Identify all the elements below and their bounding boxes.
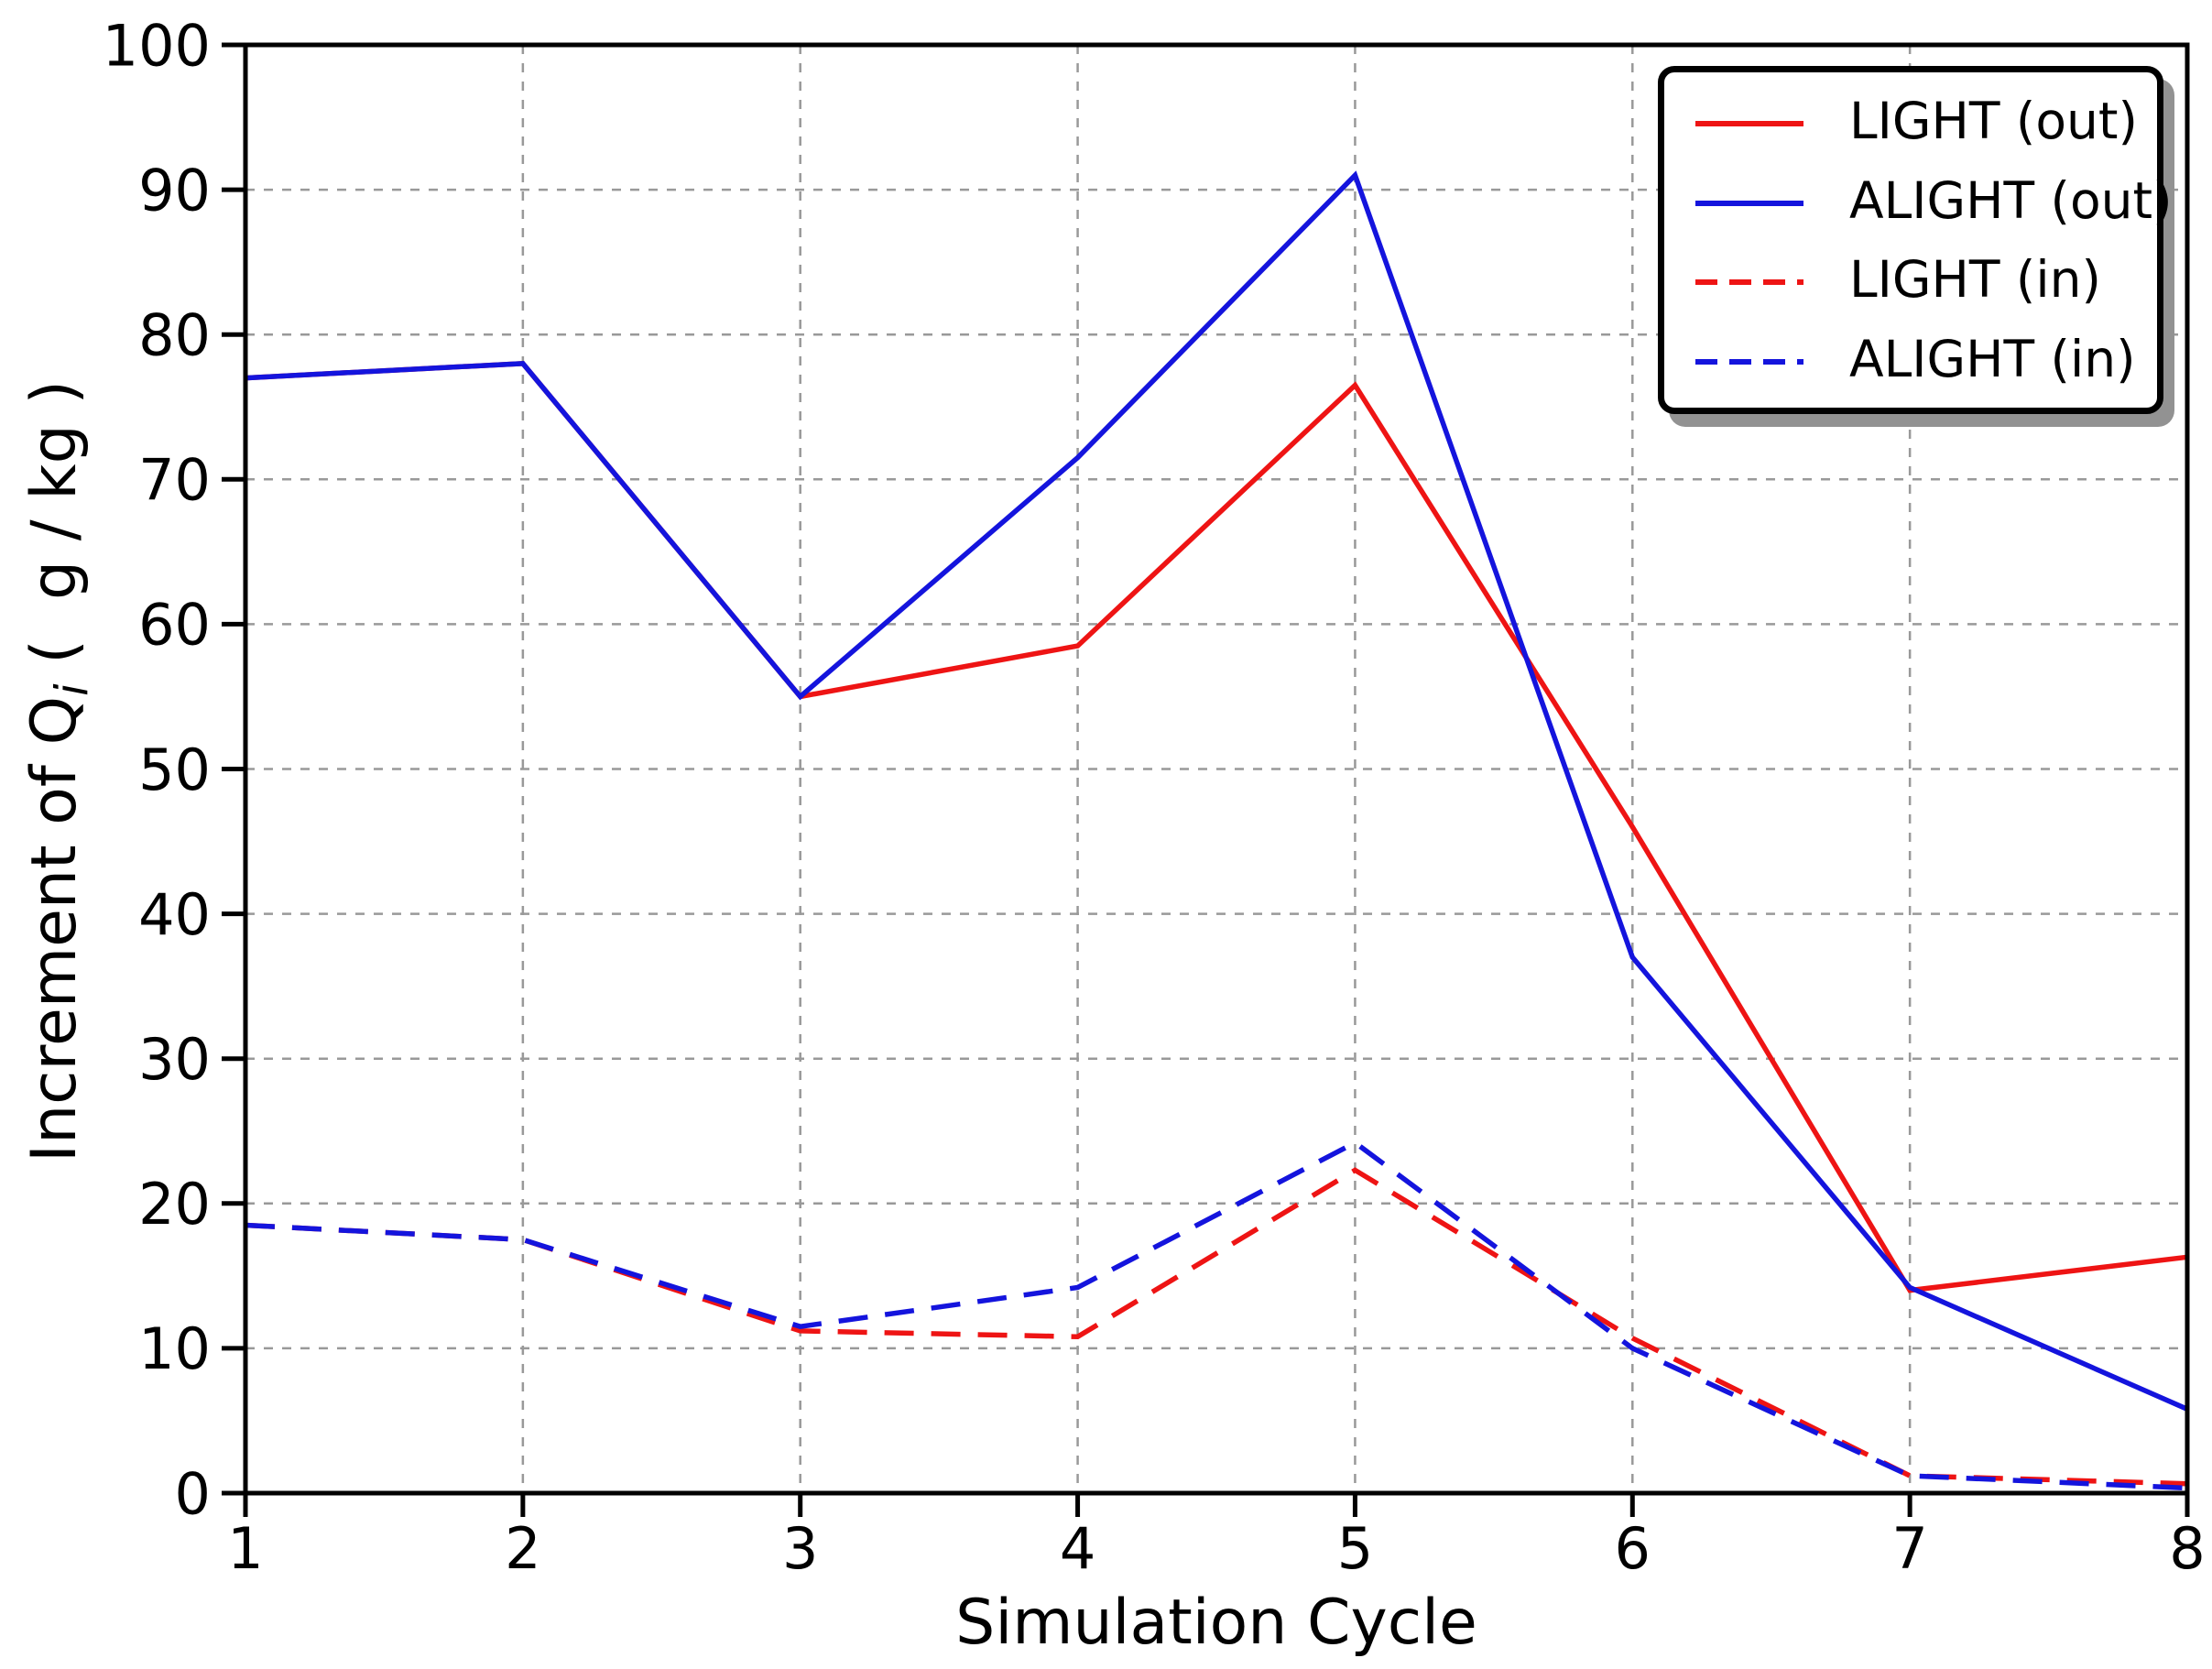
y-axis-label-subscript: i [46,683,99,696]
legend-sample-line [1695,279,1803,286]
series-line-alight-in- [245,1140,2188,1491]
legend-sample-line [1695,358,1803,365]
x-tick-label: 7 [1891,1515,1927,1582]
y-axis-label: Increment of Qi ( g / kg ) [18,222,101,1321]
legend-item-alight-out: ALIGHT (out) [1664,164,2173,237]
x-tick-label: 3 [782,1515,818,1582]
red-dashed-line-sample-icon [1695,274,1803,286]
legend-item-alight-in: ALIGHT (in) [1664,322,2157,396]
y-tick-label: 90 [138,157,211,224]
legend-item-light-in: LIGHT (in) [1664,243,2157,316]
y-tick-label: 30 [138,1026,211,1093]
x-tick-label: 1 [227,1515,263,1582]
x-tick-label: 5 [1337,1515,1373,1582]
y-tick-label: 100 [103,12,211,79]
red-solid-line-sample-icon [1695,115,1803,127]
legend-label: LIGHT (in) [1849,250,2101,310]
y-tick-label: 80 [138,302,211,369]
y-tick-label: 60 [138,592,211,659]
x-tick-label: 2 [505,1515,540,1582]
legend-sample-line [1695,200,1803,206]
series-line-light-in- [245,1167,2188,1487]
y-tick-label: 40 [138,881,211,948]
y-tick-label: 50 [138,736,211,803]
x-tick-label: 6 [1615,1515,1651,1582]
y-tick-label: 10 [138,1315,211,1382]
x-tick-label: 4 [1060,1515,1095,1582]
legend: LIGHT (out) ALIGHT (out) LIGHT (in) ALIG… [1658,66,2173,414]
x-axis-label: Simulation Cycle [955,1587,1477,1659]
legend-sample-line [1695,121,1803,127]
x-tick-label: 8 [2169,1515,2205,1582]
y-axis-label-units: ( g / kg ) [18,380,91,684]
y-tick-label: 20 [138,1171,211,1238]
y-tick-label: 70 [138,447,211,514]
legend-label: ALIGHT (in) [1849,329,2136,388]
y-axis-label-prefix: Increment of Q [18,696,91,1162]
legend-label: LIGHT (out) [1849,92,2138,151]
series-line-alight-out- [245,170,2189,1412]
legend-label: ALIGHT (out) [1849,170,2173,230]
legend-item-light-out: LIGHT (out) [1664,84,2157,158]
y-tick-label: 0 [175,1460,211,1527]
blue-dashed-line-sample-icon [1695,354,1803,365]
series-line-light-out- [245,361,2188,1293]
blue-solid-line-sample-icon [1695,195,1803,206]
plot-frame [243,42,2190,1496]
